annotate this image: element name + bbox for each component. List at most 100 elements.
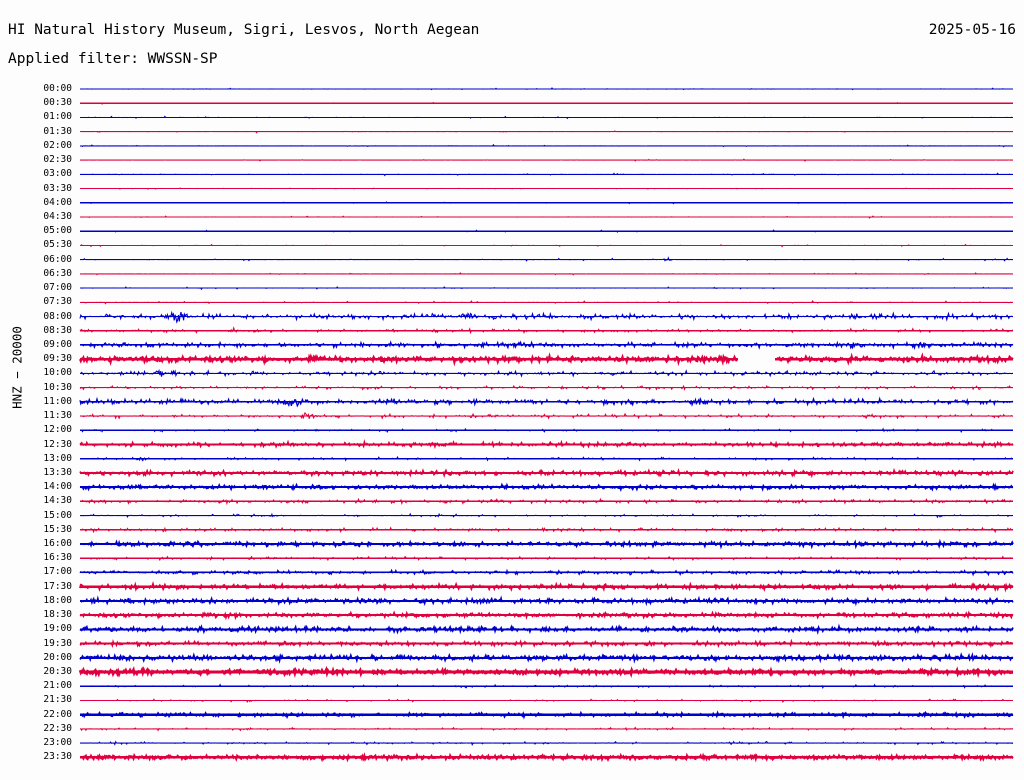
- trace-row: [79, 243, 1013, 248]
- row-time-label: 04:00: [43, 196, 72, 208]
- row-time-label: 05:00: [43, 225, 72, 237]
- row-time-label: 21:30: [43, 694, 72, 706]
- row-time-label: 18:00: [43, 594, 72, 606]
- trace-row: [80, 740, 1014, 746]
- row-time-label: 22:00: [43, 708, 72, 720]
- row-time-label: 06:30: [43, 267, 72, 279]
- row-time-label: 20:00: [43, 651, 72, 663]
- trace-row: [79, 467, 1014, 479]
- row-time-label: 16:30: [43, 552, 72, 564]
- trace-row: [79, 568, 1014, 577]
- trace-row: [80, 710, 1014, 720]
- row-time-label: 10:00: [43, 367, 72, 379]
- row-time-label: 11:00: [43, 395, 72, 407]
- recording-date: 2025-05-16: [928, 22, 1016, 38]
- trace-row: [80, 455, 1013, 462]
- trace-row: [79, 651, 1014, 664]
- trace-row: [79, 610, 1014, 621]
- trace-row: [79, 101, 1013, 105]
- row-time-label: 04:30: [43, 210, 72, 222]
- trace-row: [79, 726, 1014, 732]
- trace-row: [80, 229, 1014, 233]
- page-title: HI Natural History Museum, Sigri, Lesvos…: [8, 22, 480, 38]
- row-time-label: 15:30: [43, 523, 72, 535]
- trace-row: [80, 299, 1013, 305]
- trace-row: [79, 172, 1014, 177]
- trace-row: [79, 310, 1013, 324]
- row-time-label: 02:00: [43, 139, 72, 151]
- trace-row: [80, 272, 1013, 276]
- chart-header: HI Natural History Museum, Sigri, Lesvos…: [0, 0, 1024, 80]
- trace-row: [80, 158, 1014, 162]
- row-time-label: 10:30: [43, 381, 72, 393]
- trace-row: [79, 623, 1014, 636]
- row-time-label: 12:30: [43, 438, 72, 450]
- row-time-label: 14:00: [43, 481, 72, 493]
- trace-row: [79, 396, 1014, 408]
- row-time-label: 07:30: [43, 296, 72, 308]
- row-time-label: 06:00: [43, 253, 72, 265]
- trace-row: [79, 580, 1014, 593]
- row-time-label: 23:30: [43, 751, 72, 763]
- trace-row: [79, 497, 1014, 506]
- trace-row: [80, 201, 1014, 205]
- row-time-label: 18:30: [43, 609, 72, 621]
- row-time-label: 22:30: [43, 722, 72, 734]
- row-time-label: 20:30: [43, 666, 72, 678]
- trace-row: [79, 439, 1014, 450]
- row-time-label: 17:30: [43, 580, 72, 592]
- trace-row: [79, 130, 1013, 134]
- trace-row: [78, 665, 1014, 679]
- trace-row: [80, 698, 1013, 703]
- trace-row: [80, 427, 1013, 434]
- trace-row: [80, 512, 1013, 519]
- row-time-label: 07:00: [43, 282, 72, 294]
- row-time-label: 08:30: [43, 324, 72, 336]
- row-time-label: 19:00: [43, 623, 72, 635]
- trace-row: [80, 340, 1014, 351]
- trace-row: [79, 638, 1014, 649]
- trace-row: [80, 187, 1013, 190]
- trace-row: [80, 595, 1014, 607]
- row-time-label: 16:00: [43, 538, 72, 550]
- row-time-label: 21:00: [43, 680, 72, 692]
- row-time-label: 17:00: [43, 566, 72, 578]
- row-time-label: 13:00: [43, 452, 72, 464]
- trace-row: [79, 384, 1014, 391]
- row-time-label: 01:30: [43, 125, 72, 137]
- trace-row: [79, 411, 1013, 420]
- trace-row: [80, 368, 1013, 378]
- trace-row: [78, 352, 1014, 367]
- row-time-label: 15:00: [43, 509, 72, 521]
- row-time-label: 19:30: [43, 637, 72, 649]
- row-time-label: 14:30: [43, 495, 72, 507]
- trace-row: [79, 326, 1014, 335]
- trace-row: [80, 256, 1013, 262]
- trace-row: [79, 555, 1013, 562]
- row-time-label: 01:00: [43, 111, 72, 123]
- row-time-label: 00:30: [43, 97, 72, 109]
- row-time-label: 09:30: [43, 353, 72, 365]
- trace-row: [80, 87, 1013, 91]
- row-time-label: 03:30: [43, 182, 72, 194]
- trace-row: [79, 143, 1013, 148]
- trace-row: [79, 752, 1014, 763]
- row-time-label: 05:30: [43, 239, 72, 251]
- row-time-label: 00:00: [43, 83, 72, 94]
- trace-row: [80, 115, 1013, 120]
- applied-filter-label: Applied filter: WWSSN-SP: [8, 51, 218, 67]
- row-time-label: 23:00: [43, 737, 72, 749]
- trace-row: [80, 538, 1014, 550]
- row-time-label: 02:30: [43, 154, 72, 166]
- trace-row: [80, 526, 1014, 534]
- trace-row: [80, 215, 1013, 219]
- row-time-label: 08:00: [43, 310, 72, 322]
- row-time-label: 11:30: [43, 410, 72, 422]
- trace-row: [79, 683, 1013, 689]
- row-time-label: 12:00: [43, 424, 72, 436]
- row-time-label: 09:00: [43, 338, 72, 350]
- row-time-label: 13:30: [43, 466, 72, 478]
- trace-row: [80, 286, 1013, 291]
